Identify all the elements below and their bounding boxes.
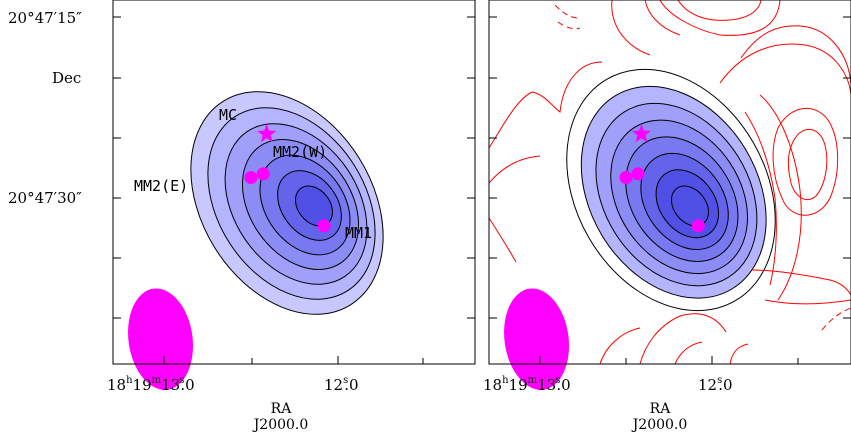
- right-beam-ellipse: [504, 288, 570, 390]
- contour-line-level-4: [241, 139, 360, 270]
- red-contour-top-1: [611, 0, 651, 56]
- contour-line-level-4: [610, 119, 749, 275]
- contour-line-level-1: [566, 68, 776, 312]
- right-panel: 18h19m13s.0 12s.0 RA J2000.0: [483, 0, 851, 433]
- ra-axis-title-right: RA: [650, 401, 672, 417]
- contour-line-level-2: [580, 85, 767, 299]
- red-contour-right-long-2: [719, 43, 851, 96]
- source-marker-2: [244, 170, 258, 184]
- star-marker-mc: [257, 124, 277, 143]
- contour-line-level-1: [190, 91, 384, 315]
- red-contour-right-long: [740, 25, 851, 86]
- red-contour-bottom-3: [674, 341, 703, 364]
- red-contour-top-ring: [659, 0, 781, 36]
- contour-line-level-2: [207, 107, 376, 300]
- red-contour-right-ring-inner: [787, 128, 828, 201]
- dec-tick-top: 20°47′15″: [8, 9, 82, 27]
- red-contour-left-2: [489, 155, 541, 184]
- ra-axis-title-left: RA: [271, 401, 293, 417]
- contour-line-level-6: [640, 152, 729, 250]
- red-contour-top-dashed: [554, 4, 579, 19]
- left-source-markers: [244, 124, 331, 233]
- source-marker-1: [256, 167, 270, 181]
- left-axis-ticks: [113, 16, 475, 364]
- red-contour-left-1: [489, 61, 603, 149]
- label-mc: MC: [219, 106, 237, 124]
- contour-line-level-3: [224, 123, 368, 285]
- epoch-label-right: J2000.0: [631, 417, 688, 433]
- red-contour-right-ring: [772, 107, 839, 216]
- right-panel-contours: [489, 0, 851, 364]
- dec-axis-title: Dec: [52, 69, 81, 87]
- label-mm2e: MM2(E): [134, 177, 188, 195]
- left-contour-lines: [190, 91, 384, 315]
- left-beam-ellipse: [128, 288, 193, 390]
- contour-line-level-5: [259, 154, 351, 256]
- red-contour-right-outer: [759, 94, 802, 301]
- red-contour-top-dashed-2: [557, 21, 581, 30]
- ra-tick-12-left: 12s.0: [324, 375, 359, 394]
- right-axis-ticks: [489, 16, 851, 364]
- red-contour-bottom-1: [639, 313, 727, 364]
- epoch-label-left: J2000.0: [252, 417, 309, 433]
- contour-line-level-3: [595, 102, 758, 287]
- red-contour-top-ring-inner: [677, 0, 762, 21]
- right-plot-frame: [488, 0, 851, 365]
- red-contour-bottom-4: [729, 343, 749, 364]
- ra-tick-12-right: 12s.0: [698, 375, 733, 394]
- left-panel-contours: [190, 91, 384, 315]
- contour-line-level-7: [655, 169, 719, 239]
- red-contour-left-3: [489, 217, 517, 263]
- source-marker-2: [619, 170, 633, 184]
- left-panel: MC MM2(W) MM2(E) MM1 20°47′15″ 20°47′30″…: [8, 0, 476, 433]
- right-source-markers: [619, 124, 705, 233]
- contour-line-level-6: [277, 170, 342, 241]
- dec-tick-mid: 20°47′30″: [8, 189, 82, 207]
- red-contour-bottom-2: [599, 327, 641, 364]
- red-contour-bottom-dashed: [821, 307, 851, 331]
- contour-fill-level-7: [295, 186, 333, 226]
- red-contour-right-mid: [744, 111, 777, 286]
- left-plot-frame: [112, 0, 476, 365]
- label-mm1: MM1: [345, 224, 372, 242]
- left-filled-contours: [190, 91, 384, 315]
- contour-line-level-5: [625, 136, 739, 262]
- star-marker-mc: [632, 124, 651, 143]
- contour-fill-level-8: [671, 186, 709, 226]
- source-marker-3: [691, 219, 705, 233]
- red-contour-top-2: [644, 0, 681, 36]
- red-contours: [489, 0, 851, 364]
- red-contour-lower-right: [751, 269, 851, 296]
- source-marker-1: [631, 167, 645, 181]
- source-marker-3: [317, 219, 331, 233]
- right-contour-lines: [566, 68, 776, 312]
- label-mm2w: MM2(W): [273, 143, 327, 161]
- ra-tick-13-left: 18h19m13s.0: [107, 375, 195, 394]
- ra-tick-13-right: 18h19m13s.0: [483, 375, 571, 394]
- red-contour-lower-right-2: [764, 299, 851, 305]
